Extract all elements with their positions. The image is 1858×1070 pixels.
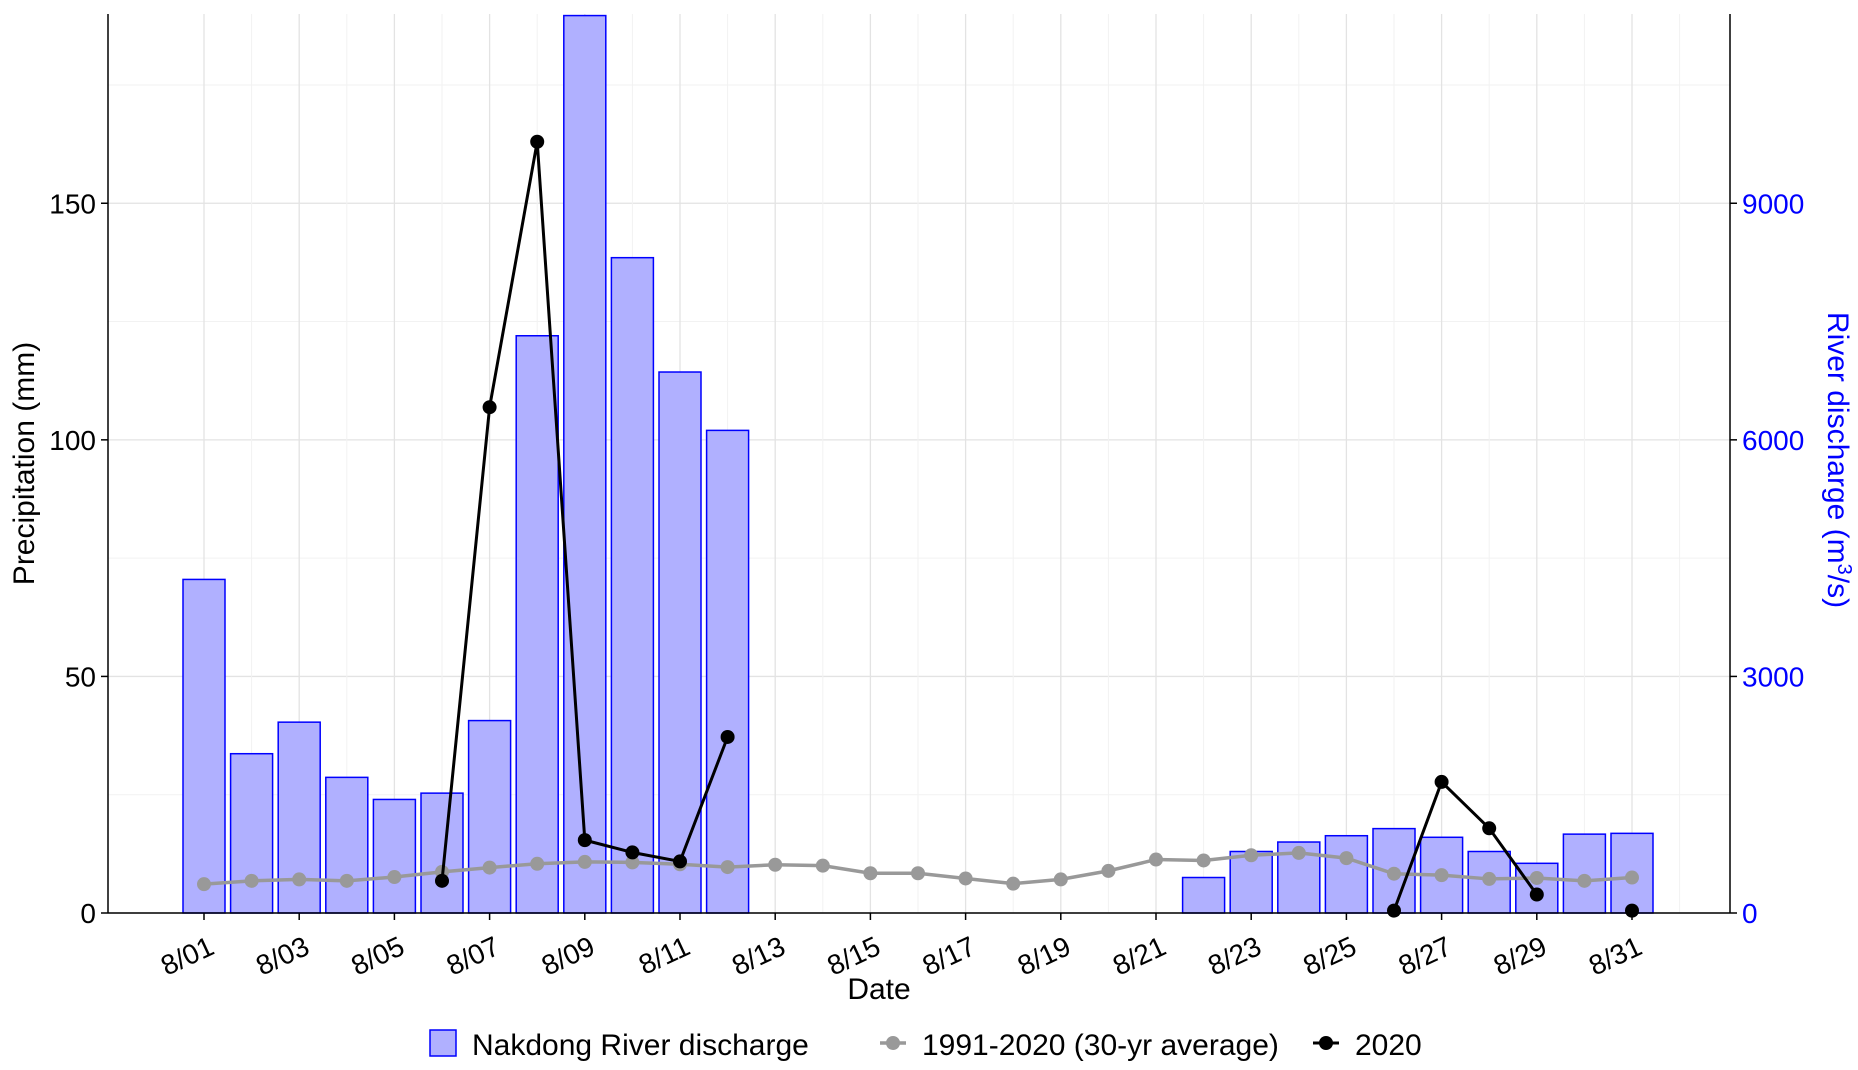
x-tick-label: 8/21 xyxy=(1108,930,1170,981)
average-point xyxy=(1149,852,1163,867)
x-tick-label: 8/17 xyxy=(918,930,980,981)
average-point xyxy=(1434,868,1449,883)
average-point xyxy=(530,856,545,871)
y-tick-label-left: 100 xyxy=(49,425,96,456)
y-tick-label-right: 0 xyxy=(1742,898,1758,929)
year-2020-point xyxy=(435,873,449,888)
average-point xyxy=(292,872,307,887)
legend-key-2020 xyxy=(1319,1036,1333,1050)
label-layer: 0 50 100 150 0 3000 6000 9000 8/01 8/03 8/05 8/07 8/… xyxy=(8,188,1855,1006)
average-point xyxy=(1053,872,1068,887)
average-point xyxy=(1006,876,1021,891)
x-tick-label: 8/19 xyxy=(1013,930,1075,981)
average-point xyxy=(197,877,211,892)
discharge-bar xyxy=(182,578,226,914)
average-point xyxy=(1196,853,1211,868)
year-2020-point xyxy=(673,854,687,869)
average-point xyxy=(1339,851,1354,866)
year-2020-point xyxy=(625,845,640,860)
x-tick-label: 8/05 xyxy=(346,930,408,981)
legend-label-average: 1991-2020 (30-yr average) xyxy=(922,1029,1279,1062)
y-tick-label-left: 150 xyxy=(49,188,96,219)
legend-label-discharge: Nakdong River discharge xyxy=(472,1029,809,1062)
y-tick-label-right: 9000 xyxy=(1742,188,1804,219)
average-point xyxy=(625,855,640,870)
average-point xyxy=(387,870,402,885)
average-point xyxy=(1529,870,1544,885)
y-tick-label-left: 50 xyxy=(65,661,96,692)
x-tick-label: 8/07 xyxy=(442,930,504,981)
legend-label-2020: 2020 xyxy=(1355,1029,1422,1062)
discharge-bar xyxy=(658,371,702,914)
axis-layer xyxy=(101,14,1737,920)
average-point xyxy=(1577,873,1592,888)
year-2020-point xyxy=(482,400,497,415)
y-axis-right-title: River discharge (m3/s) xyxy=(1821,312,1855,608)
average-point xyxy=(815,858,830,873)
x-tick-label: 8/25 xyxy=(1298,930,1360,981)
average-point xyxy=(244,873,259,888)
year-2020-point xyxy=(530,134,545,149)
average-point xyxy=(1244,848,1259,863)
x-tick-label: 8/27 xyxy=(1394,930,1456,981)
discharge-bar xyxy=(563,14,607,914)
y-axis-left-title: Precipitation (mm) xyxy=(8,342,41,585)
year-2020-point xyxy=(1625,903,1639,918)
average-point xyxy=(1625,870,1639,885)
average-point xyxy=(1101,863,1116,878)
plot-panel xyxy=(108,14,1730,913)
x-tick-label: 8/23 xyxy=(1203,930,1265,981)
y-tick-label-right: 3000 xyxy=(1742,661,1804,692)
discharge-bar xyxy=(420,792,464,914)
discharge-bar xyxy=(325,776,369,914)
year-2020-line xyxy=(1392,779,1539,912)
x-tick-label: 8/29 xyxy=(1489,930,1551,981)
x-tick-label: 8/01 xyxy=(156,930,218,981)
x-tick-label: 8/13 xyxy=(727,930,789,981)
average-point xyxy=(339,873,354,888)
year-2020-point xyxy=(577,833,592,848)
average-point xyxy=(720,860,735,875)
y-tick-label-left: 0 xyxy=(80,898,96,929)
discharge-bar xyxy=(1324,834,1369,914)
average-point xyxy=(1291,845,1306,860)
legend-key-discharge xyxy=(429,1029,457,1057)
discharge-bar xyxy=(467,719,512,914)
legend: Nakdong River discharge 1991-2020 (30-yr … xyxy=(429,1029,1422,1062)
legend-key-average xyxy=(886,1036,900,1050)
x-tick-label: 8/03 xyxy=(251,930,313,981)
average-point xyxy=(863,866,878,881)
discharge-bar xyxy=(372,798,417,914)
year-2020-point xyxy=(1482,821,1497,836)
discharge-bar xyxy=(229,752,274,914)
average-point xyxy=(911,866,925,881)
year-2020-point xyxy=(1387,903,1401,918)
y-tick-label-right: 6000 xyxy=(1742,425,1804,456)
year-2020-line-layer xyxy=(435,134,1639,918)
discharge-bar xyxy=(1562,833,1607,914)
x-tick-label: 8/11 xyxy=(634,930,695,980)
year-2020-point xyxy=(720,729,735,744)
year-2020-point xyxy=(1529,887,1544,902)
average-point xyxy=(1387,866,1401,881)
discharge-bar xyxy=(705,429,750,914)
discharge-bar xyxy=(610,256,655,914)
average-point xyxy=(482,860,497,875)
average-point xyxy=(577,854,592,869)
discharge-bar xyxy=(1181,876,1226,914)
x-axis-title: Date xyxy=(847,973,910,1006)
discharge-bar xyxy=(515,334,559,914)
year-2020-point xyxy=(1434,774,1449,789)
grid-layer xyxy=(108,14,1730,914)
x-tick-label: 8/31 xyxy=(1584,930,1646,981)
average-point xyxy=(1482,871,1497,886)
average-point xyxy=(768,857,783,872)
x-tick-label: 8/09 xyxy=(537,930,599,981)
average-point xyxy=(958,871,973,886)
